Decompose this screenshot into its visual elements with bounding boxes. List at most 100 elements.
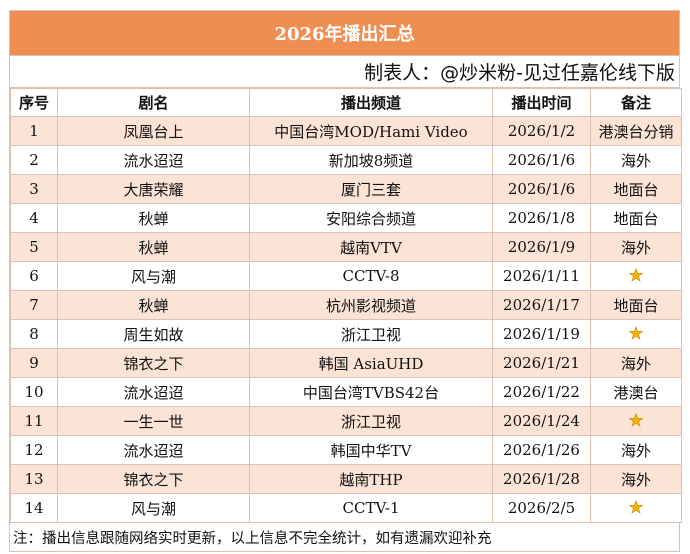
- cell-date: 2026/1/9: [492, 232, 591, 262]
- broadcast-table: 序号 剧名 播出频道 播出时间 备注 1 凤凰台上 中国台湾MOD/Hami Vid…: [10, 88, 682, 523]
- credit-line: 制表人：@炒米粉-见过任嘉伦线下版: [10, 56, 679, 88]
- cell-note: 地面台: [590, 203, 682, 233]
- header-no: 序号: [10, 88, 58, 117]
- cell-note: 地面台: [590, 290, 682, 320]
- cell-name: 锦衣之下: [57, 464, 250, 494]
- footer-note: 注：播出信息跟随网络实时更新，以上信息不完全统计，如有遗漏欢迎补充: [10, 523, 679, 551]
- table-row: 2 流水迢迢 新加坡8频道 2026/1/6 海外: [10, 145, 682, 175]
- cell-note: 海外: [590, 435, 682, 465]
- cell-channel: CCTV-8: [249, 261, 493, 291]
- cell-note: 港澳台: [590, 377, 682, 407]
- star-icon: ★: [628, 411, 644, 431]
- cell-channel: 浙江卫视: [249, 319, 493, 349]
- cell-no: 10: [10, 377, 58, 407]
- table-row: 8 周生如故 浙江卫视 2026/1/19 ★: [10, 319, 682, 349]
- cell-channel: 韩国中华TV: [249, 435, 493, 465]
- cell-date: 2026/1/22: [492, 377, 591, 407]
- cell-note: ★: [590, 261, 682, 291]
- table-row: 1 凤凰台上 中国台湾MOD/Hami Video 2026/1/2 港澳台分销: [10, 116, 682, 146]
- cell-no: 1: [10, 116, 58, 146]
- cell-date: 2026/1/8: [492, 203, 591, 233]
- table-row: 12 流水迢迢 韩国中华TV 2026/1/26 海外: [10, 435, 682, 465]
- cell-no: 7: [10, 290, 58, 320]
- star-icon: ★: [628, 266, 644, 286]
- cell-date: 2026/1/19: [492, 319, 591, 349]
- cell-date: 2026/1/24: [492, 406, 591, 436]
- cell-no: 11: [10, 406, 58, 436]
- cell-channel: CCTV-1: [249, 493, 493, 523]
- cell-name: 凤凰台上: [57, 116, 250, 146]
- cell-no: 4: [10, 203, 58, 233]
- cell-note: 海外: [590, 145, 682, 175]
- header-channel: 播出频道: [249, 88, 493, 117]
- header-date: 播出时间: [492, 88, 591, 117]
- cell-name: 一生一世: [57, 406, 250, 436]
- cell-note: 海外: [590, 348, 682, 378]
- table-body: 1 凤凰台上 中国台湾MOD/Hami Video 2026/1/2 港澳台分销 2 流水迢…: [10, 116, 682, 523]
- star-icon: ★: [628, 324, 644, 344]
- cell-no: 13: [10, 464, 58, 494]
- table-row: 5 秋蝉 越南VTV 2026/1/9 海外: [10, 232, 682, 262]
- table-row: 10 流水迢迢 中国台湾TVBS42台 2026/1/22 港澳台: [10, 377, 682, 407]
- cell-channel: 中国台湾TVBS42台: [249, 377, 493, 407]
- table-row: 14 风与潮 CCTV-1 2026/2/5 ★: [10, 493, 682, 523]
- cell-name: 周生如故: [57, 319, 250, 349]
- broadcast-summary-sheet: 2026年播出汇总 制表人：@炒米粉-见过任嘉伦线下版 序号 剧名 播出频道 播…: [9, 10, 682, 552]
- cell-name: 风与潮: [57, 493, 250, 523]
- cell-no: 8: [10, 319, 58, 349]
- cell-name: 大唐荣耀: [57, 174, 250, 204]
- cell-channel: 浙江卫视: [249, 406, 493, 436]
- cell-note: ★: [590, 493, 682, 523]
- cell-note: 海外: [590, 464, 682, 494]
- header-row: 序号 剧名 播出频道 播出时间 备注: [10, 88, 682, 117]
- table-row: 4 秋蝉 安阳综合频道 2026/1/8 地面台: [10, 203, 682, 233]
- table-row: 11 一生一世 浙江卫视 2026/1/24 ★: [10, 406, 682, 436]
- table-row: 3 大唐荣耀 厦门三套 2026/1/6 地面台: [10, 174, 682, 204]
- cell-no: 14: [10, 493, 58, 523]
- cell-no: 3: [10, 174, 58, 204]
- table-row: 6 风与潮 CCTV-8 2026/1/11 ★: [10, 261, 682, 291]
- cell-no: 12: [10, 435, 58, 465]
- table-row: 7 秋蝉 杭州影视频道 2026/1/17 地面台: [10, 290, 682, 320]
- table-row: 9 锦衣之下 韩国 AsiaUHD 2026/1/21 海外: [10, 348, 682, 378]
- cell-channel: 越南THP: [249, 464, 493, 494]
- cell-date: 2026/1/6: [492, 174, 591, 204]
- cell-no: 9: [10, 348, 58, 378]
- cell-date: 2026/1/28: [492, 464, 591, 494]
- cell-name: 流水迢迢: [57, 145, 250, 175]
- cell-name: 风与潮: [57, 261, 250, 291]
- cell-name: 流水迢迢: [57, 435, 250, 465]
- cell-channel: 新加坡8频道: [249, 145, 493, 175]
- cell-channel: 中国台湾MOD/Hami Video: [249, 116, 493, 146]
- cell-name: 秋蝉: [57, 290, 250, 320]
- cell-date: 2026/1/11: [492, 261, 591, 291]
- cell-channel: 杭州影视频道: [249, 290, 493, 320]
- cell-date: 2026/1/17: [492, 290, 591, 320]
- cell-note: 海外: [590, 232, 682, 262]
- cell-channel: 越南VTV: [249, 232, 493, 262]
- cell-date: 2026/2/5: [492, 493, 591, 523]
- cell-channel: 厦门三套: [249, 174, 493, 204]
- cell-name: 锦衣之下: [57, 348, 250, 378]
- cell-date: 2026/1/26: [492, 435, 591, 465]
- cell-note: 港澳台分销: [590, 116, 682, 146]
- sheet-title: 2026年播出汇总: [10, 11, 679, 56]
- cell-name: 秋蝉: [57, 232, 250, 262]
- cell-no: 6: [10, 261, 58, 291]
- cell-date: 2026/1/21: [492, 348, 591, 378]
- cell-no: 5: [10, 232, 58, 262]
- cell-channel: 安阳综合频道: [249, 203, 493, 233]
- table-row: 13 锦衣之下 越南THP 2026/1/28 海外: [10, 464, 682, 494]
- star-icon: ★: [628, 498, 644, 518]
- cell-date: 2026/1/2: [492, 116, 591, 146]
- header-note: 备注: [590, 88, 682, 117]
- cell-note: ★: [590, 406, 682, 436]
- cell-note: ★: [590, 319, 682, 349]
- cell-name: 秋蝉: [57, 203, 250, 233]
- header-name: 剧名: [57, 88, 250, 117]
- cell-date: 2026/1/6: [492, 145, 591, 175]
- cell-no: 2: [10, 145, 58, 175]
- cell-channel: 韩国 AsiaUHD: [249, 348, 493, 378]
- cell-note: 地面台: [590, 174, 682, 204]
- cell-name: 流水迢迢: [57, 377, 250, 407]
